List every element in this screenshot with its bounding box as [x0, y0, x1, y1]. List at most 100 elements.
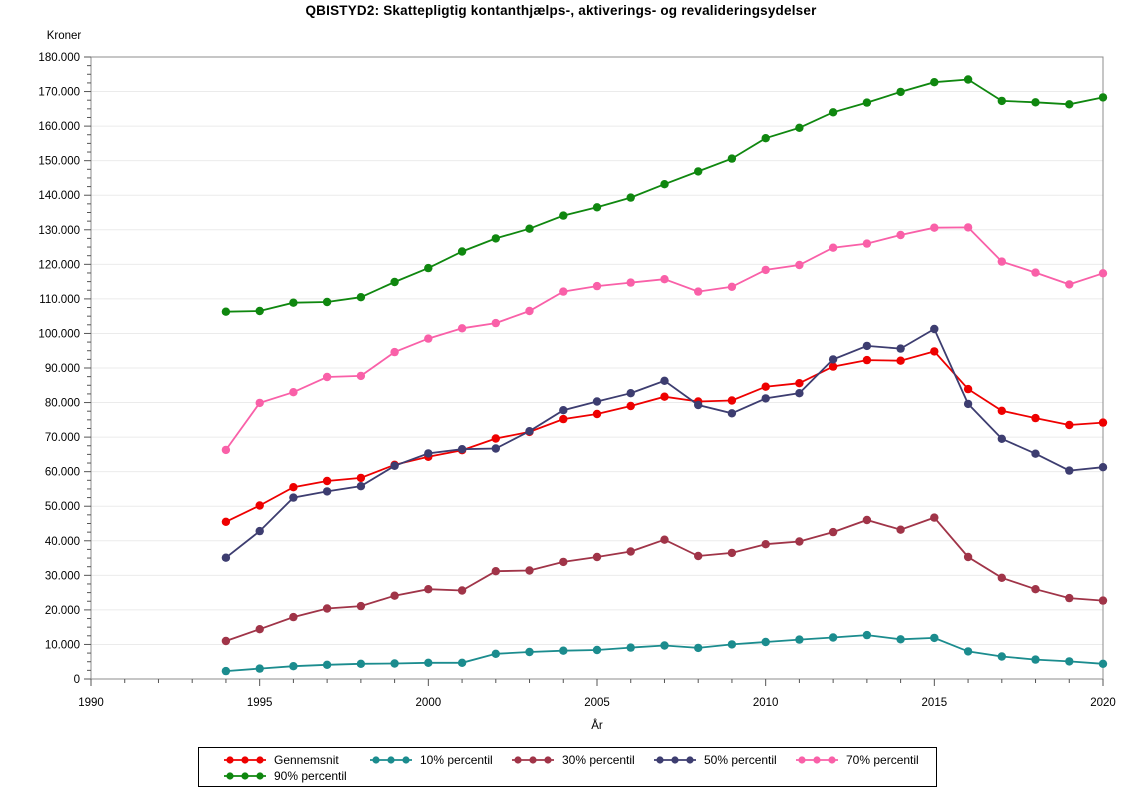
data-point	[289, 662, 298, 671]
data-point	[424, 658, 433, 667]
legend-item-50-percentil: 50% percentil	[653, 752, 777, 767]
data-point	[356, 473, 366, 483]
data-point	[255, 398, 264, 408]
y-tick-label: 100.000	[38, 328, 80, 340]
y-tick-label: 0	[74, 674, 80, 686]
data-point	[694, 551, 703, 561]
data-point	[1098, 93, 1108, 102]
data-point	[356, 601, 366, 611]
y-tick-label: 130.000	[38, 225, 80, 237]
legend-marker-icon	[654, 755, 696, 764]
chart-legend: Gennemsnit 10% percentil 30% percentil 50% …	[198, 747, 937, 787]
chart-title: QBISTYD2: Skattepligtig kontanthjælps-, …	[305, 3, 817, 18]
data-point	[491, 318, 500, 328]
data-point	[930, 633, 939, 643]
data-point	[862, 98, 872, 107]
data-point	[660, 180, 669, 189]
data-point	[491, 434, 500, 443]
data-point	[862, 341, 872, 351]
data-point	[795, 389, 804, 398]
data-point	[1031, 585, 1040, 594]
data-point	[255, 306, 264, 316]
data-point	[221, 553, 231, 562]
y-tick-label: 120.000	[38, 259, 80, 271]
data-point	[255, 501, 264, 510]
legend-item-label: 10% percentil	[420, 752, 493, 767]
series-line	[225, 327, 1104, 559]
legend-item-70-percentil: 70% percentil	[795, 752, 919, 767]
data-point	[592, 552, 602, 562]
data-point	[795, 537, 804, 546]
data-point	[896, 87, 905, 97]
data-point	[289, 298, 298, 307]
data-point	[930, 513, 939, 522]
data-point	[592, 645, 602, 655]
data-point	[795, 123, 804, 132]
data-point	[322, 476, 332, 486]
x-tick-label: 2015	[922, 697, 948, 709]
data-point	[896, 525, 905, 534]
y-tick-label: 80.000	[45, 398, 80, 410]
x-axis-title: År	[591, 720, 603, 732]
legend-item-10-percentil: 10% percentil	[369, 752, 493, 767]
y-tick-label: 110.000	[39, 294, 80, 306]
data-point	[1098, 659, 1108, 668]
data-point	[896, 344, 905, 353]
data-point	[255, 664, 264, 673]
data-point	[289, 612, 298, 622]
data-point	[997, 434, 1006, 443]
data-point	[1098, 463, 1108, 472]
data-point	[761, 637, 770, 647]
data-point	[963, 552, 973, 562]
data-point	[896, 230, 905, 240]
data-point	[997, 257, 1006, 266]
legend-item-label: Gennemsnit	[274, 752, 339, 767]
data-point	[862, 515, 872, 525]
y-tick-label: 60.000	[45, 467, 80, 479]
data-point	[525, 566, 534, 575]
data-point	[491, 444, 500, 453]
data-point	[559, 287, 568, 296]
data-point	[221, 517, 231, 526]
data-point	[559, 414, 568, 424]
y-tick-label: 90.000	[45, 363, 80, 375]
data-point	[828, 108, 838, 117]
data-point	[322, 487, 332, 496]
y-axis-title: Kroner	[46, 30, 82, 42]
y-tick-label: 20.000	[45, 605, 80, 617]
y-tick-label: 30.000	[45, 570, 80, 582]
data-point	[660, 275, 669, 284]
data-point	[761, 394, 770, 403]
data-point	[694, 167, 703, 176]
data-point	[761, 540, 770, 549]
data-point	[525, 647, 534, 657]
data-point	[356, 371, 366, 381]
data-point	[626, 401, 635, 411]
data-point	[221, 445, 231, 455]
data-point	[559, 557, 568, 567]
data-point	[592, 409, 602, 419]
data-point	[255, 625, 264, 634]
data-point	[862, 355, 872, 365]
data-point	[626, 278, 635, 287]
data-point	[626, 389, 635, 398]
data-point	[828, 355, 838, 364]
data-point	[424, 449, 433, 458]
series-gennemsnit	[221, 347, 1108, 526]
y-tick-label: 140.000	[38, 190, 80, 202]
data-point	[221, 636, 231, 646]
data-point	[930, 324, 939, 334]
data-point	[457, 445, 467, 454]
data-point	[255, 526, 264, 536]
x-tick-label: 2010	[753, 697, 779, 709]
x-tick-label: 1995	[247, 697, 273, 709]
data-point	[694, 400, 703, 410]
legend-item-label: 30% percentil	[562, 752, 635, 767]
data-point	[390, 461, 399, 470]
data-point	[592, 397, 602, 406]
series-90-percentil	[221, 75, 1108, 316]
chart-plot-area: 0 10.000 20.000 30.000 40.000 50.000 60.000 70.…	[38, 52, 1115, 709]
y-tick-label: 50.000	[45, 501, 80, 513]
data-point	[626, 547, 635, 556]
data-point	[1065, 466, 1074, 475]
